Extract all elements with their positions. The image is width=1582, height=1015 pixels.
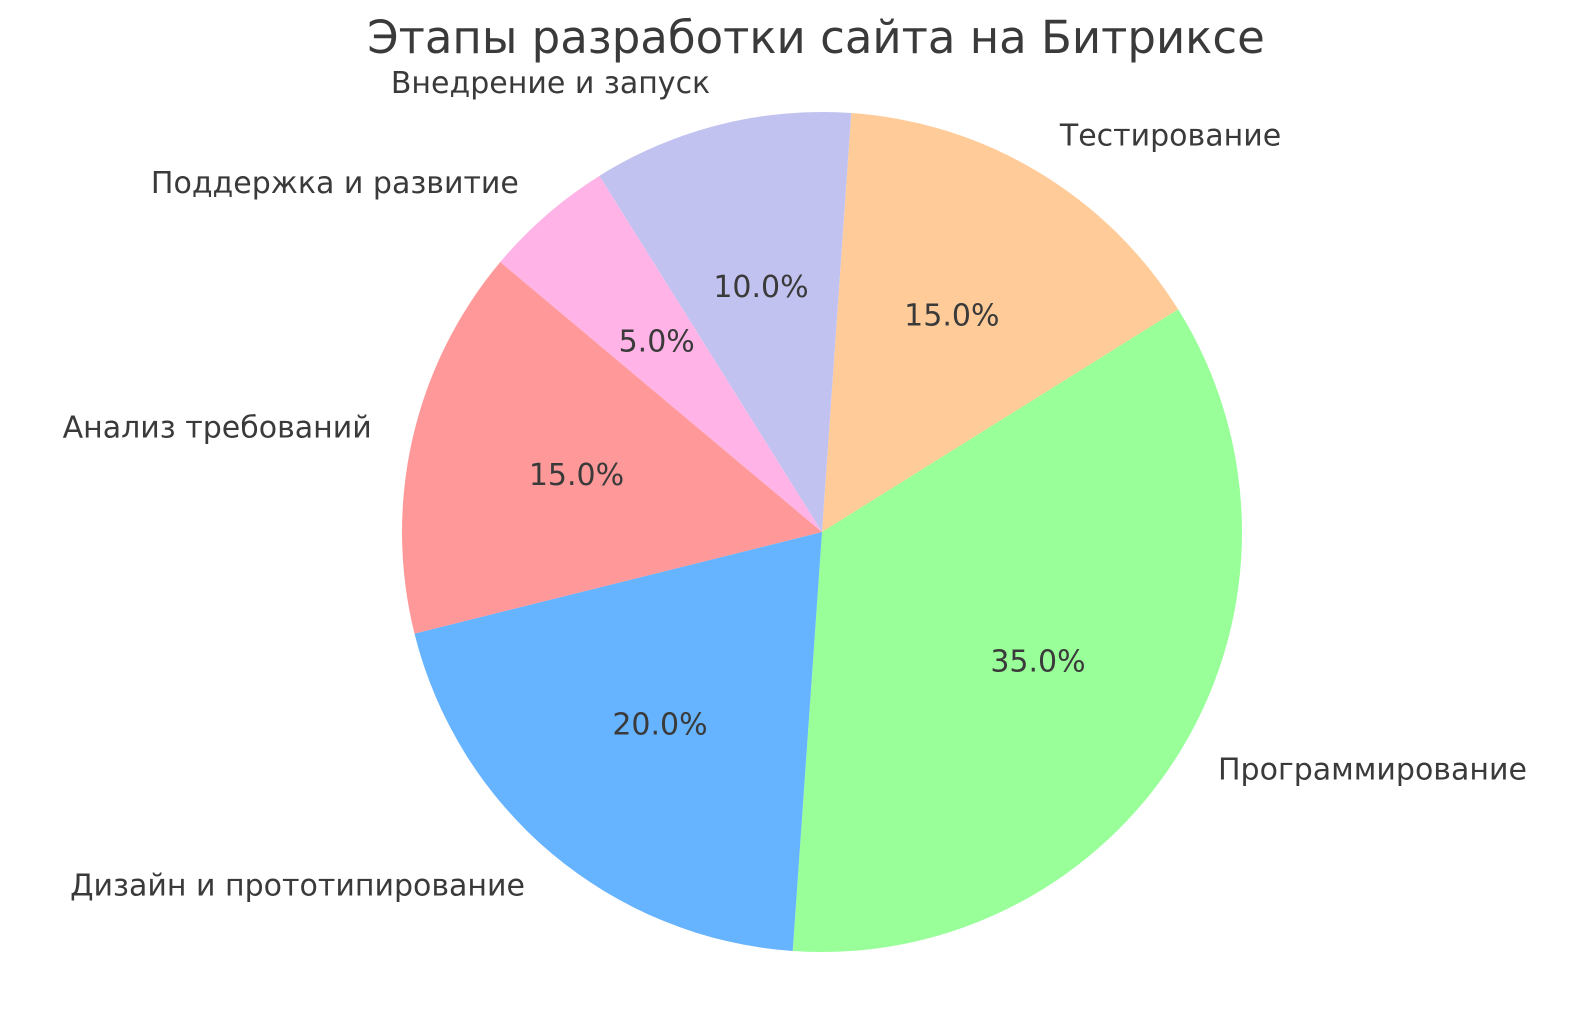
pie-slice-name-1: Тестирование xyxy=(1059,119,1281,154)
pie-pct-label-6: 10.0% xyxy=(713,270,808,305)
pie-slice-name-4: Анализ требований xyxy=(63,411,372,446)
pie-pct-label-4: 15.0% xyxy=(529,458,624,493)
pie-pct-label-2: 35.0% xyxy=(990,644,1085,679)
pie-pct-label-3: 20.0% xyxy=(612,708,707,743)
pie-slice-4 xyxy=(402,262,822,634)
pie-slice-name-5: Поддержка и развитие xyxy=(151,166,519,201)
pie-slices-group: 15.0% Тестирование 35.0% Программирование 20… xyxy=(63,66,1527,953)
chart-title: Этапы разработки сайта на Битриксе xyxy=(367,11,1265,64)
pie-slice-3 xyxy=(414,532,822,951)
pie-slice-1 xyxy=(822,113,1179,533)
pie-slice-name-6: Внедрение и запуск xyxy=(391,66,710,101)
pie-slice-name-2: Программирование xyxy=(1218,752,1527,787)
pie-slice-5 xyxy=(500,175,822,532)
pie-pct-label-1: 15.0% xyxy=(904,299,999,334)
pie-slice-2 xyxy=(792,309,1243,953)
pie-pct-label-5: 5.0% xyxy=(619,324,695,359)
pie-slice-6 xyxy=(599,111,852,533)
pie-slice-name-3: Дизайн и прототипирование xyxy=(70,868,525,903)
